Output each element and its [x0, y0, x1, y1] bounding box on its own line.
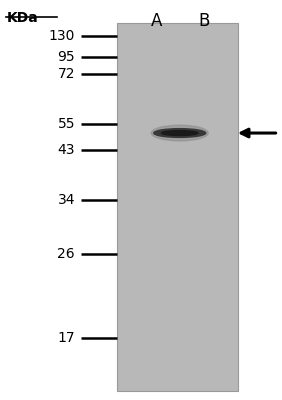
Ellipse shape	[154, 129, 206, 138]
Text: 17: 17	[58, 330, 75, 344]
Bar	[117, 23, 238, 391]
Text: 55: 55	[58, 117, 75, 131]
Ellipse shape	[162, 131, 198, 136]
Text: 95: 95	[58, 50, 75, 64]
Text: A: A	[151, 12, 162, 30]
Text: 26: 26	[58, 247, 75, 261]
Text: KDa: KDa	[6, 11, 38, 25]
Text: B: B	[199, 12, 210, 30]
Text: 72: 72	[58, 68, 75, 82]
Text: 130: 130	[49, 29, 75, 43]
Text: 43: 43	[58, 143, 75, 157]
Ellipse shape	[151, 125, 208, 141]
Text: 34: 34	[58, 193, 75, 207]
